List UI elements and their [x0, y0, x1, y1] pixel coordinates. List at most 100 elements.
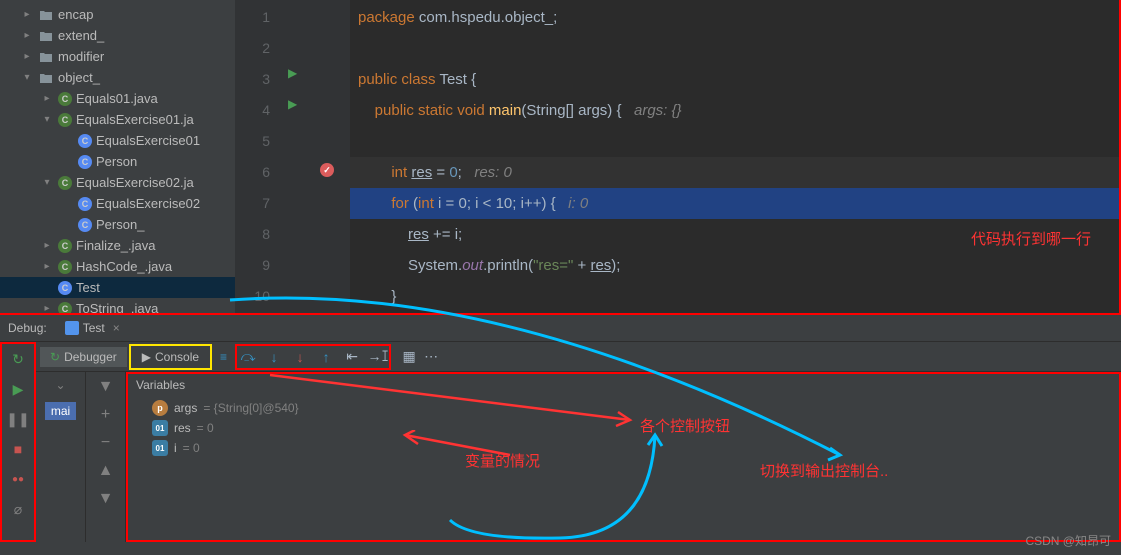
tree-item[interactable]: ▾CEqualsExercise02.ja: [0, 172, 235, 193]
tree-item[interactable]: C Person_: [0, 214, 235, 235]
tree-item[interactable]: ▸CHashCode_.java: [0, 256, 235, 277]
tree-arrow-icon[interactable]: ▾: [40, 177, 54, 188]
up-icon[interactable]: ▲: [98, 462, 114, 480]
tree-arrow-icon[interactable]: ▾: [40, 114, 54, 125]
tree-label: extend_: [58, 28, 104, 43]
class-icon: C: [78, 134, 92, 148]
debugger-tab[interactable]: ↻Debugger: [40, 347, 127, 367]
variables-title: Variables: [136, 378, 1111, 392]
var-name: i: [174, 441, 177, 455]
var-badge: 01: [152, 420, 168, 436]
tree-arrow-icon[interactable]: ▸: [40, 240, 54, 251]
tree-item[interactable]: ▾CEqualsExercise01.ja: [0, 109, 235, 130]
down-icon[interactable]: ▼: [98, 490, 114, 508]
resume-button[interactable]: ▶: [9, 380, 27, 398]
run-gutter-icon[interactable]: ▶: [288, 97, 297, 111]
tree-item[interactable]: ▸CToString_.java: [0, 298, 235, 313]
variable-row[interactable]: pargs = {String[0]@540}: [136, 398, 1111, 418]
tree-item[interactable]: C EqualsExercise02: [0, 193, 235, 214]
step-over-icon[interactable]: ⤼: [238, 347, 258, 367]
tree-label: EqualsExercise02: [96, 196, 200, 211]
mute-bp-button[interactable]: ⌀: [9, 500, 27, 518]
debug-title: Debug:: [8, 321, 47, 335]
tree-label: Person_: [96, 217, 144, 232]
watermark: CSDN @知昂可: [1025, 532, 1111, 549]
close-icon[interactable]: ×: [113, 321, 120, 335]
tree-item[interactable]: ▸ extend_: [0, 25, 235, 46]
variable-row[interactable]: 01i = 0: [136, 438, 1111, 458]
tree-arrow-icon[interactable]: ▸: [40, 303, 54, 313]
gutter-icons[interactable]: ▶ ▶: [280, 0, 350, 313]
class-icon: C: [78, 218, 92, 232]
folder-icon: [38, 49, 54, 65]
stop-button[interactable]: ■: [9, 440, 27, 458]
tree-arrow-icon[interactable]: ▸: [40, 93, 54, 104]
code-line-2: [350, 33, 1119, 64]
console-tab[interactable]: ▶Console: [132, 347, 209, 367]
var-value: = {String[0]@540}: [203, 401, 298, 415]
tab-icon: [65, 321, 79, 335]
debug-panel: Debug: Test × ↻ ▶ ❚❚ ■ ●● ⌀ ↻Debugger ▶C…: [0, 315, 1121, 555]
tree-item[interactable]: CPerson: [0, 151, 235, 172]
var-name: res: [174, 421, 191, 435]
code-line-6: int res = 0; res: 0: [350, 157, 1119, 188]
collapse-icon[interactable]: ⌄: [55, 378, 65, 392]
step-into-icon[interactable]: ↓: [264, 347, 284, 367]
debug-run-tab[interactable]: Test ×: [59, 321, 126, 335]
top-area: ▸encap▸extend_▸modifier▾object_▸CEquals0…: [0, 0, 1121, 315]
tree-arrow-icon[interactable]: ▸: [20, 51, 34, 62]
tree-item[interactable]: ▾object_: [0, 67, 235, 88]
tree-arrow-icon[interactable]: ▸: [20, 9, 34, 20]
class-icon: C: [58, 176, 72, 190]
run-to-cursor-icon[interactable]: →ꕯ: [368, 347, 388, 367]
force-step-into-icon[interactable]: ↓: [290, 347, 310, 367]
tree-label: Equals01.java: [76, 91, 158, 106]
code-line-7-current: for (int i = 0; i < 10; i++) { i: 0: [350, 188, 1119, 219]
tree-label: ToString_.java: [76, 301, 158, 313]
filter-icon[interactable]: ▼: [98, 378, 114, 396]
threads-button[interactable]: ≡: [214, 347, 233, 367]
project-tree[interactable]: ▸encap▸extend_▸modifier▾object_▸CEquals0…: [0, 0, 235, 313]
class-icon: C: [58, 92, 72, 106]
class-icon: C: [58, 113, 72, 127]
tree-item[interactable]: ▸encap: [0, 4, 235, 25]
rerun-button[interactable]: ↻: [9, 350, 27, 368]
drop-frame-icon[interactable]: ⇤: [342, 347, 362, 367]
tree-item[interactable]: ▸ C Equals01.java: [0, 88, 235, 109]
run-gutter-icon[interactable]: ▶: [288, 66, 297, 80]
variable-row[interactable]: 01res = 0: [136, 418, 1111, 438]
debug-toolbar: ↻Debugger ▶Console ≡ ⤼ ↓ ↓ ↑ ⇤ →ꕯ ▦ ⋯: [36, 342, 1121, 372]
tree-item[interactable]: CTest: [0, 277, 235, 298]
tree-arrow-icon[interactable]: ▸: [20, 30, 34, 41]
tree-arrow-icon[interactable]: ▾: [20, 72, 34, 83]
code-area[interactable]: package com.hspedu.object_; public class…: [350, 0, 1119, 313]
frames-column[interactable]: ⌄ mai: [36, 372, 86, 542]
code-editor: 12345678910 ▶ ▶ package com.hspedu.objec…: [235, 0, 1119, 313]
code-line-1: package com.hspedu.object_;: [350, 2, 1119, 33]
tree-label: Finalize_.java: [76, 238, 156, 253]
step-controls-highlight: ⤼ ↓ ↓ ↑ ⇤ →ꕯ: [235, 344, 391, 370]
breakpoints-button[interactable]: ●●: [9, 470, 27, 488]
tree-item[interactable]: ▸CFinalize_.java: [0, 235, 235, 256]
add-watch-icon[interactable]: +: [101, 406, 110, 424]
remove-watch-icon[interactable]: −: [101, 434, 110, 452]
tree-arrow-icon[interactable]: ▸: [40, 261, 54, 272]
more-icon[interactable]: ⋯: [421, 347, 441, 367]
var-value: = 0: [183, 441, 200, 455]
variables-panel[interactable]: Variables pargs = {String[0]@540} 01 res =…: [126, 372, 1121, 542]
breakpoint-icon[interactable]: [320, 163, 334, 177]
code-line-4: public static void main(String[] args) {…: [350, 95, 1119, 126]
code-line-3: public class Test {: [350, 64, 1119, 95]
step-out-icon[interactable]: ↑: [316, 347, 336, 367]
class-icon: C: [78, 197, 92, 211]
evaluate-icon[interactable]: ▦: [399, 347, 419, 367]
line-numbers: 12345678910: [235, 0, 280, 313]
tree-label: Test: [76, 280, 100, 295]
tree-item[interactable]: CEqualsExercise01: [0, 130, 235, 151]
tree-item[interactable]: ▸modifier: [0, 46, 235, 67]
code-line-5: [350, 126, 1119, 157]
folder-icon: [38, 7, 54, 23]
pause-button[interactable]: ❚❚: [9, 410, 27, 428]
debug-main: ↻Debugger ▶Console ≡ ⤼ ↓ ↓ ↑ ⇤ →ꕯ ▦ ⋯: [36, 342, 1121, 542]
stack-frame[interactable]: mai: [45, 402, 76, 420]
